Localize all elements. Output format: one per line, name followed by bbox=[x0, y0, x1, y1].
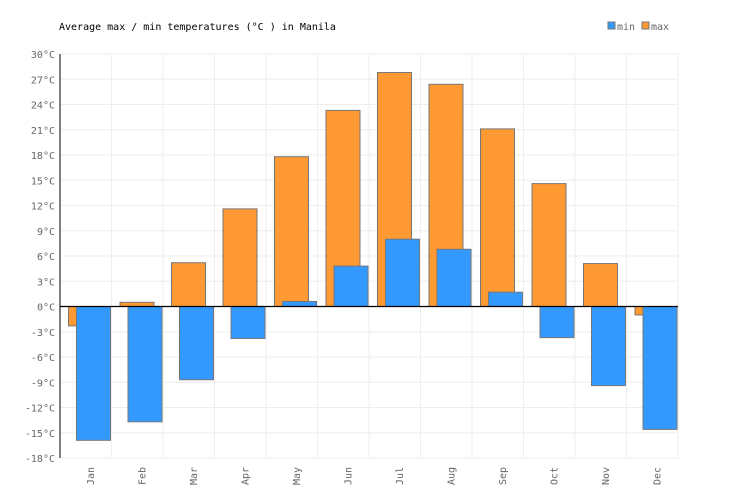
bar-max-feb bbox=[119, 301, 155, 307]
legend-swatch-max bbox=[641, 21, 650, 30]
x-tick-label: Dec bbox=[652, 467, 663, 485]
bar-min-aug bbox=[436, 248, 472, 307]
bar-max-may bbox=[274, 156, 309, 307]
x-tick-label: Jan bbox=[86, 467, 97, 485]
y-tick-label: 21°C bbox=[31, 126, 55, 137]
y-tick-label: 24°C bbox=[31, 101, 55, 112]
x-tick-label: Aug bbox=[446, 467, 457, 485]
bar-min-jul bbox=[385, 238, 420, 308]
chart-title: Average max / min temperatures (°C ) in … bbox=[59, 22, 336, 33]
x-tick-label: Jul bbox=[395, 467, 406, 485]
legend-label-max: max bbox=[651, 22, 669, 33]
bar-min-may bbox=[282, 300, 317, 308]
bars bbox=[68, 72, 678, 441]
y-tick-label: 3°C bbox=[37, 277, 55, 288]
legend-swatch-min bbox=[607, 21, 616, 30]
axes: 30°C 27°C 24°C 21°C 18°C 15°C 12°C 9°C 6°C 3°C 0°C… bbox=[25, 50, 678, 485]
legend-label-min: min bbox=[617, 22, 635, 33]
bar-min-nov bbox=[591, 306, 626, 387]
y-tick-label: 15°C bbox=[31, 176, 55, 187]
bar-min-oct bbox=[539, 306, 575, 339]
x-tick-label: Jun bbox=[343, 467, 354, 485]
y-tick-label: 27°C bbox=[31, 75, 55, 86]
y-tick-label: -3°C bbox=[31, 328, 55, 339]
x-tick-label: Oct bbox=[549, 467, 560, 485]
bar-max-oct bbox=[531, 183, 567, 307]
legend: min max bbox=[607, 21, 669, 33]
x-tick-label: Feb bbox=[137, 467, 148, 485]
bar-max-mar bbox=[171, 262, 206, 308]
y-tick-label: 30°C bbox=[31, 50, 55, 61]
bar-min-jun bbox=[333, 265, 369, 308]
x-tick-label: May bbox=[292, 467, 303, 485]
x-tick-label: Apr bbox=[240, 467, 251, 485]
bar-min-mar bbox=[179, 306, 214, 381]
y-tick-label: -18°C bbox=[25, 454, 55, 465]
bar-min-apr bbox=[230, 306, 266, 339]
y-tick-label: 9°C bbox=[37, 227, 55, 238]
y-tick-label: -12°C bbox=[25, 404, 55, 415]
y-tick-label: -9°C bbox=[31, 378, 55, 389]
x-tick-label: Mar bbox=[189, 467, 200, 485]
y-tick-label: 18°C bbox=[31, 151, 55, 162]
y-tick-label: -15°C bbox=[25, 429, 55, 440]
x-tick-label: Nov bbox=[601, 467, 612, 485]
y-tick-label: 6°C bbox=[37, 252, 55, 263]
bar-min-sep bbox=[488, 291, 523, 308]
bar-max-nov bbox=[583, 263, 618, 308]
bar-max-sep bbox=[480, 128, 515, 307]
y-tick-label: 0°C bbox=[37, 303, 55, 314]
bar-min-feb bbox=[127, 306, 163, 423]
bar-min-dec bbox=[642, 306, 678, 430]
bar-max-apr bbox=[222, 208, 258, 307]
y-tick-label: -6°C bbox=[31, 353, 55, 364]
bar-min-jan bbox=[76, 306, 111, 441]
y-tick-label: 12°C bbox=[31, 202, 55, 213]
x-tick-label: Sep bbox=[498, 467, 509, 485]
